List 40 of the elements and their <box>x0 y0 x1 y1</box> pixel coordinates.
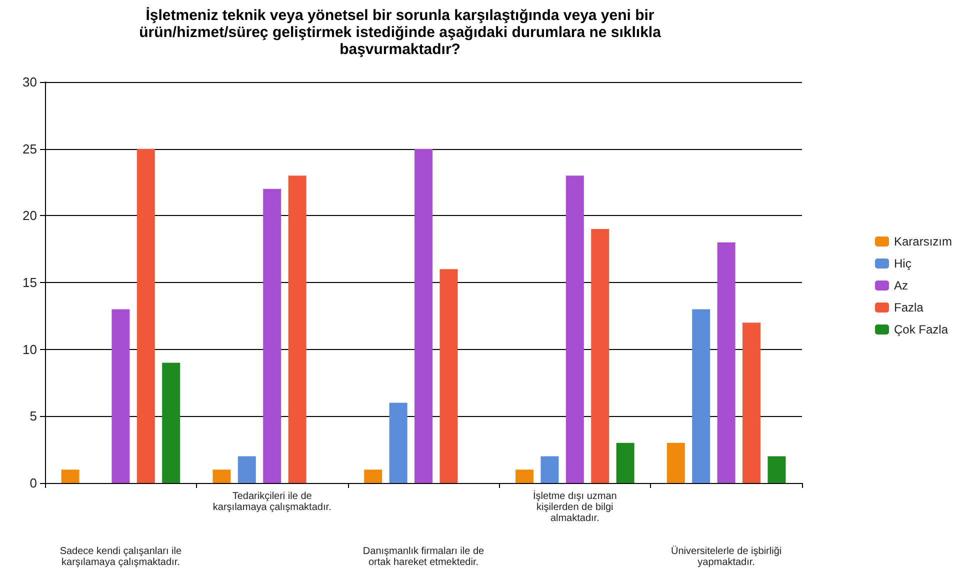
bar <box>566 176 584 483</box>
bar <box>616 442 634 483</box>
y-tick-label: 5 <box>30 408 37 424</box>
x-tick-label: Danışmanlık firmaları ile de ortak hareket etmektedir. <box>362 546 485 568</box>
y-tick-label: 20 <box>22 208 37 224</box>
bar <box>61 470 80 483</box>
bar <box>717 242 736 483</box>
bar <box>692 309 710 483</box>
bar <box>162 362 180 483</box>
bar <box>112 309 130 483</box>
y-tick-label: 0 <box>30 476 37 490</box>
y-tick-label: 25 <box>22 141 37 156</box>
legend-label: Az <box>894 278 908 292</box>
legend-label: Hiç <box>894 256 912 270</box>
bar <box>742 322 760 483</box>
bar <box>238 456 256 483</box>
y-tick-label: 15 <box>22 275 37 290</box>
x-tick-label: Üniversitelerle de işbirliği yapmaktadır. <box>670 545 782 568</box>
bar <box>516 470 534 483</box>
bar <box>136 148 155 483</box>
bar <box>212 470 231 483</box>
chart-title: İşletmeniz teknik veya yönetsel bir sorunla karşılaştığında veya yeni bir ürün/hizmet/süreç geliştirmek istediğinde aşağıdaki durumlara ne sıklıkla başvurmaktadır? <box>139 7 662 58</box>
bar <box>768 456 786 483</box>
bar <box>440 269 458 483</box>
bar <box>414 148 432 483</box>
x-tick-label: Tedarikçileri ile de karşılamaya çalışmaktadır. <box>212 491 332 513</box>
y-tick-label: 30 <box>22 74 37 90</box>
y-tick-label: 10 <box>22 342 37 357</box>
x-tick-label: Sadece kendi çalışanları ile karşılamaya çalışmaktadır. <box>60 546 182 568</box>
bar <box>364 470 382 483</box>
bar <box>666 442 685 483</box>
bar <box>540 456 559 483</box>
bar <box>591 229 610 483</box>
legend-label: Çok Fazla <box>894 322 948 336</box>
bar <box>288 176 306 483</box>
x-tick-label: İşletme dışı uzman kişilerden de bilgi almaktadır. <box>532 490 617 524</box>
bar <box>263 188 282 483</box>
bar <box>389 402 408 483</box>
legend-label: Fazla <box>894 300 924 314</box>
legend-label: Kararsızım <box>894 234 952 248</box>
